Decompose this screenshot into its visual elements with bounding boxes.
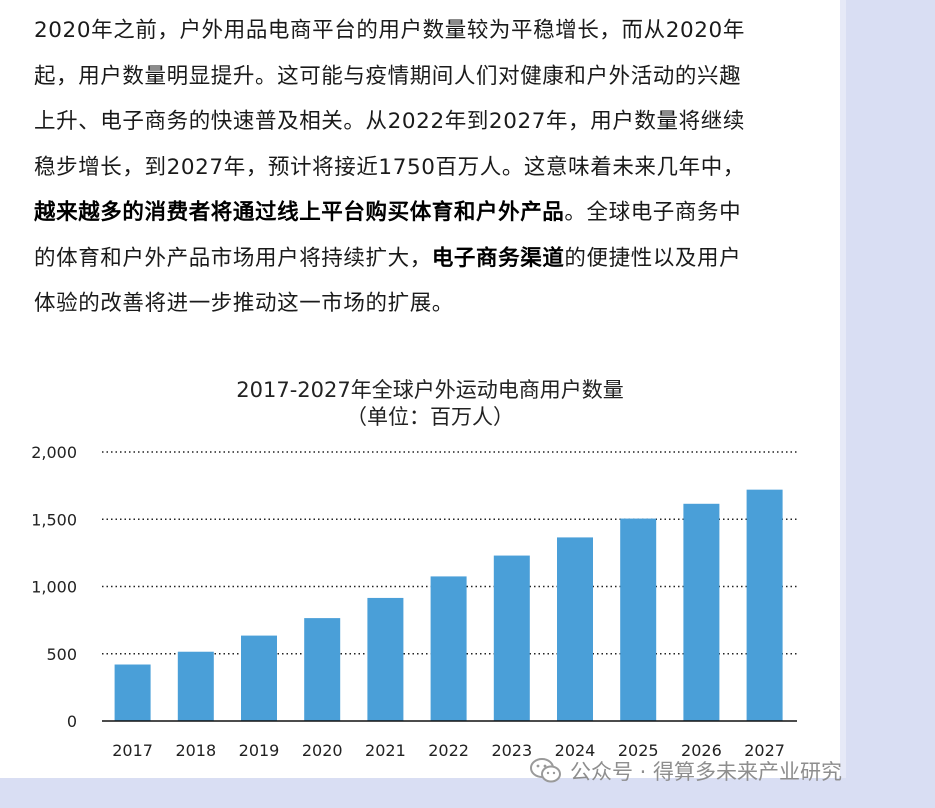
card-edge xyxy=(840,0,846,778)
x-tick-label: 2027 xyxy=(744,741,785,760)
bar-2027 xyxy=(746,489,783,721)
bold-text: 电子商务渠道 xyxy=(431,245,565,271)
chart-subtitle: （单位：百万人） xyxy=(346,405,514,429)
x-tick-label: 2018 xyxy=(175,741,216,760)
x-tick-label: 2020 xyxy=(302,741,343,760)
y-tick-label: 1,000 xyxy=(31,578,77,597)
bar-2024 xyxy=(557,537,593,721)
paragraph-line: 体验的改善将进一步推动这一市场的扩展。 xyxy=(34,281,824,327)
text-segment: 。全球电子商务中 xyxy=(564,200,742,225)
bar-2023 xyxy=(493,555,530,721)
paragraph-line: 上升、电子商务的快速普及相关。从2022年到2027年，用户数量将继续 xyxy=(34,99,824,145)
x-tick-label: 2023 xyxy=(491,741,532,760)
bars xyxy=(114,489,783,721)
article-paragraph: 2020年之前，户外用品电商平台的用户数量较为平稳增长，而从2020年 起，用户数… xyxy=(34,8,824,327)
y-tick-label: 500 xyxy=(46,645,77,664)
chart-title: 2017-2027年全球户外运动电商用户数量 xyxy=(236,378,623,402)
x-tick-label: 2026 xyxy=(681,741,722,760)
x-tick-label: 2025 xyxy=(618,741,659,760)
paragraph-line: 越来越多的消费者将通过线上平台购买体育和户外产品。全球电子商务中 xyxy=(34,190,824,236)
x-tick-label: 2021 xyxy=(365,741,406,760)
text-segment: 上升、电子商务的快速普及相关。从2022年到2027年，用户数量将继续 xyxy=(34,109,745,134)
bar-2026 xyxy=(683,503,720,721)
bar-2017 xyxy=(114,664,151,721)
paragraph-line: 稳步增长，到2027年，预计将接近1750百万人。这意味着未来几年中， xyxy=(34,145,824,191)
y-tick-label: 0 xyxy=(67,712,77,731)
text-segment: 2020年之前，户外用品电商平台的用户数量较为平稳增长，而从2020年 xyxy=(34,18,745,43)
paragraph-line: 的体育和户外产品市场用户将持续扩大，电子商务渠道的便捷性以及用户 xyxy=(34,236,824,282)
text-segment: 的便捷性以及用户 xyxy=(564,245,742,271)
y-axis-ticks: 0 500 1,000 1,500 2,000 xyxy=(31,443,77,731)
x-tick-label: 2024 xyxy=(555,741,596,760)
x-tick-label: 2017 xyxy=(112,741,153,760)
paragraph-line: 2020年之前，户外用品电商平台的用户数量较为平稳增长，而从2020年 xyxy=(34,8,824,54)
x-tick-label: 2019 xyxy=(239,741,280,760)
bar-2021 xyxy=(367,597,404,721)
text-segment: 稳步增长，到2027年，预计将接近1750百万人。这意味着未来几年中， xyxy=(34,154,745,180)
text-segment: 的体育和户外产品市场用户将持续扩大， xyxy=(34,245,432,271)
bar-2018 xyxy=(177,651,214,721)
bar-2025 xyxy=(620,518,657,721)
bold-text: 越来越多的消费者将通过线上平台购买体育和户外产品 xyxy=(34,200,565,225)
bar-2019 xyxy=(241,635,277,721)
wechat-icon xyxy=(530,758,561,783)
x-tick-label: 2022 xyxy=(428,741,469,760)
text-segment: 体验的改善将进一步推动这一市场的扩展。 xyxy=(34,291,454,316)
watermark: 公众号 · 得算多未来产业研究 xyxy=(530,756,842,786)
x-axis-ticks: 2017 2018 2019 2020 2021 2022 2023 2024 2025 2026… xyxy=(112,741,785,760)
paragraph-line: 起，用户数量明显提升。这可能与疫情期间人们对健康和户外活动的兴趣 xyxy=(34,54,824,100)
bar-2022 xyxy=(430,576,467,721)
y-tick-label: 2,000 xyxy=(31,443,77,462)
watermark-text: 公众号 · 得算多未来产业研究 xyxy=(570,760,843,784)
article-card: 2020年之前，户外用品电商平台的用户数量较为平稳增长，而从2020年 起，用户数… xyxy=(0,0,840,778)
bar-chart: 2017-2027年全球户外运动电商用户数量 （单位：百万人） 0 500 1,00… xyxy=(31,378,797,760)
text-segment: 起，用户数量明显提升。这可能与疫情期间人们对健康和户外活动的兴趣 xyxy=(34,63,742,89)
bar-2020 xyxy=(304,618,341,721)
y-tick-label: 1,500 xyxy=(31,510,77,529)
